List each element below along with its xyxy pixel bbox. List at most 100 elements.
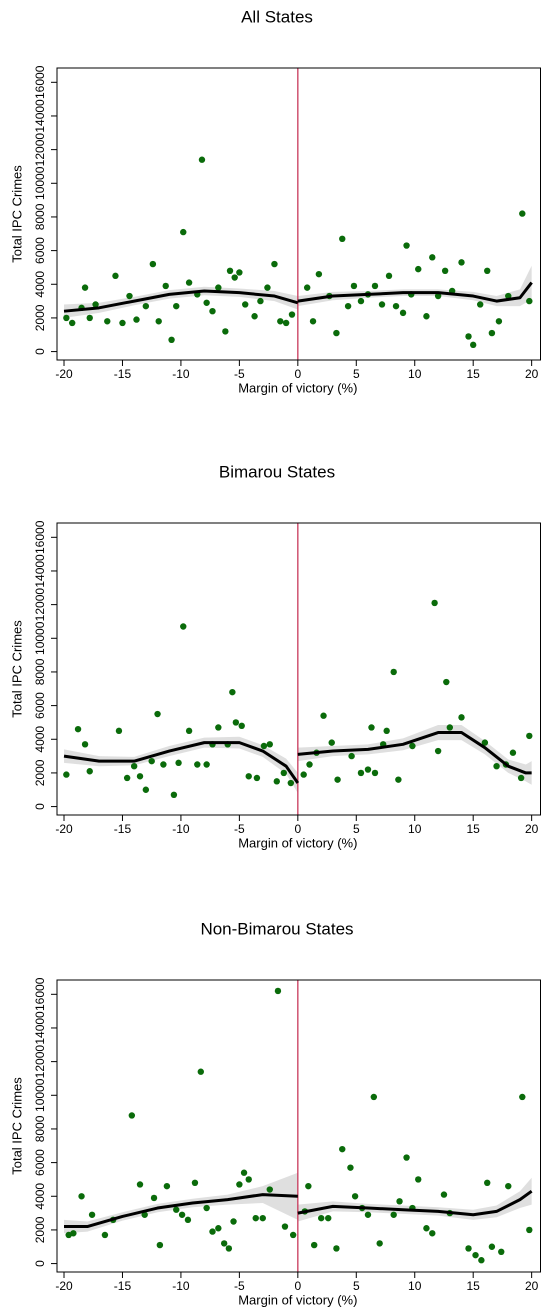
data-point [333,1245,340,1252]
x-tick-label: -15 [114,822,132,836]
confidence-band [64,1172,298,1234]
data-point [357,769,365,777]
chart-title: Bimarou States [219,462,335,481]
y-tick-label: 6000 [33,692,47,719]
chart-title: All States [241,7,313,26]
data-point [519,210,526,217]
x-tick-label: -10 [172,822,190,836]
confidence-band [297,724,532,785]
data-point [209,307,216,315]
data-point [81,741,89,748]
y-tick-label: 12000 [33,1045,47,1079]
data-point [458,259,465,266]
data-point [236,269,243,276]
data-point [519,1093,526,1101]
y-tick-label: 4000 [33,271,47,298]
x-tick-label: 5 [353,1279,360,1293]
data-point [245,773,252,780]
x-tick-label: -5 [234,367,245,381]
x-axis-title: Margin of victory (%) [238,1292,357,1307]
x-tick-label: 0 [294,367,301,381]
data-point [240,1169,248,1176]
data-point [282,319,290,327]
data-point [364,766,372,773]
data-point [86,768,93,775]
data-point [194,761,201,768]
data-point [215,724,222,731]
data-point [434,747,442,755]
data-point [74,725,82,733]
data-point [498,1248,505,1256]
data-point [222,328,229,335]
data-point [446,724,454,731]
x-tick-label: -5 [234,822,245,836]
data-point [357,297,365,305]
data-point [488,329,496,337]
data-point [215,1225,222,1232]
fit-line [64,1193,298,1229]
data-point [509,749,517,756]
data-point [70,1230,77,1237]
data-point [112,272,119,280]
data-point [271,260,278,268]
data-point [488,1243,496,1250]
data-point [325,1214,332,1222]
data-point [115,727,123,735]
data-point [203,1204,210,1212]
data-point [309,318,317,325]
y-tick-label: 10000 [33,166,47,200]
data-point [348,752,355,760]
data-point [251,313,258,320]
data-point [443,678,450,686]
y-tick-label: 6000 [33,237,47,264]
y-tick-label: 14000 [33,99,47,133]
x-tick-label: -20 [55,367,73,381]
data-point [78,1193,85,1200]
y-axis-title: Total IPC Crimes [9,165,24,263]
data-point [63,314,70,322]
data-point [376,1240,383,1247]
data-point [238,722,245,730]
data-point [136,773,144,780]
y-tick-label: 16000 [33,520,47,554]
data-point [259,1214,266,1222]
y-tick-label: 0 [33,1260,47,1267]
fit-line [297,731,532,775]
data-point [281,1223,289,1230]
data-point [289,1231,297,1239]
y-tick-label: 0 [33,803,47,810]
data-point [220,1240,228,1247]
x-tick-label: 10 [408,822,422,836]
data-point [230,1218,237,1225]
data-point [266,741,273,748]
data-point [403,1154,410,1161]
x-tick-label: 0 [294,1279,301,1293]
data-point [197,1068,204,1075]
data-point [209,1228,216,1235]
y-tick-label: 2000 [33,304,47,331]
data-point [257,297,264,305]
data-point [160,761,167,768]
data-point [300,771,307,778]
y-axis-title: Total IPC Crimes [9,1077,24,1175]
data-point [339,235,346,243]
x-axis-title: Margin of victory (%) [238,835,357,850]
plot-frame [56,522,541,816]
data-point [344,302,352,310]
data-point [288,311,296,318]
data-point [130,762,138,770]
data-point [168,336,175,344]
data-point [495,318,503,325]
data-point [347,1164,354,1171]
data-point [191,1179,199,1187]
data-point [364,1211,372,1218]
data-point [477,301,484,308]
data-point [141,1211,148,1218]
data-point [368,724,375,731]
data-point [180,228,187,236]
data-point [277,318,284,325]
x-tick-label: -20 [55,822,73,836]
data-point [320,712,327,719]
y-tick-label: 8000 [33,1115,47,1142]
data-point [126,292,133,300]
